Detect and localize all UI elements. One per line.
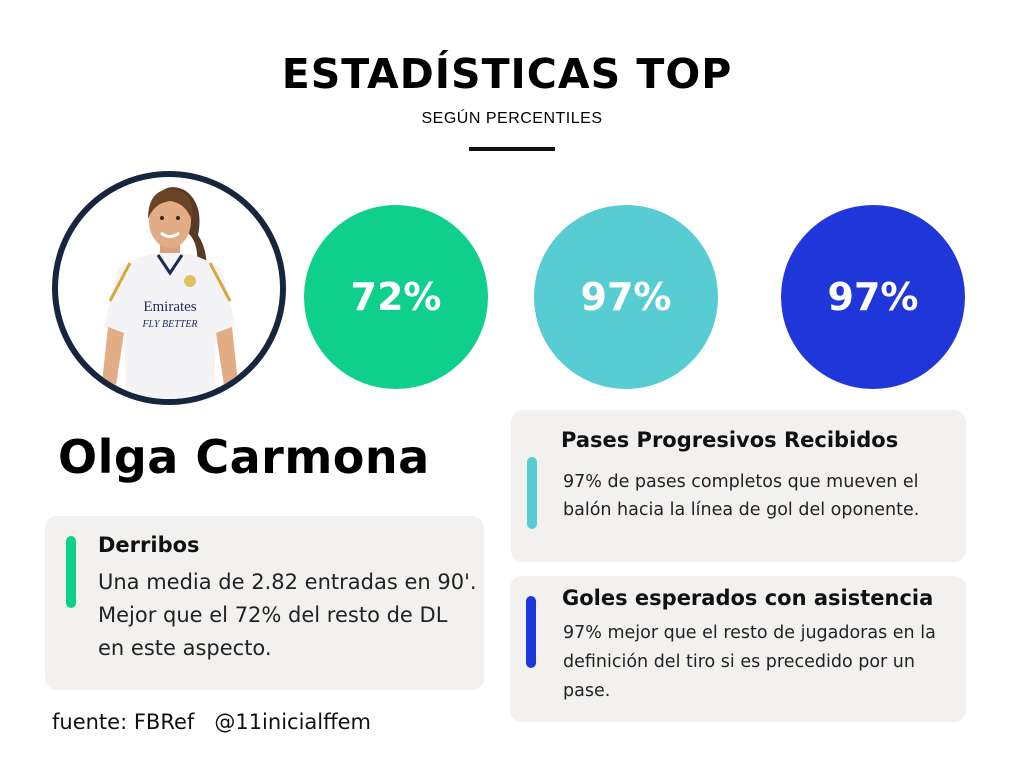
social-handle: @11inicialffem	[214, 710, 371, 734]
stat-description: 97% de pases completos que mueven el bal…	[563, 472, 920, 520]
svg-text:Emirates: Emirates	[143, 299, 196, 315]
stat-heading: Goles esperados con asistencia	[562, 586, 934, 610]
title-divider	[469, 147, 555, 151]
source-credit: fuente: FBRef	[52, 710, 195, 734]
stat-description: Una media de 2.82 entradas en 90'. Mejor…	[98, 570, 477, 660]
stat-heading: Derribos	[98, 533, 200, 557]
player-name: Olga Carmona	[58, 430, 430, 484]
stat-card-pases: Pases Progresivos Recibidos 97% de pases…	[511, 410, 966, 562]
percentile-circle-goles: 97%	[781, 205, 965, 389]
stat-description: 97% mejor que el resto de jugadoras en l…	[563, 623, 936, 701]
player-avatar: Emirates FLY BETTER	[52, 171, 286, 405]
accent-bar	[526, 596, 536, 668]
page-title: ESTADÍSTICAS TOP	[281, 50, 733, 98]
stat-card-derribos: Derribos Una media de 2.82 entradas en 9…	[45, 516, 484, 690]
accent-bar	[66, 536, 76, 608]
percentile-value: 72%	[350, 275, 442, 319]
percentile-circle-pases: 97%	[534, 205, 718, 389]
player-photo: Emirates FLY BETTER	[102, 187, 238, 399]
percentile-circle-derribos: 72%	[304, 205, 488, 389]
stat-card-goles: Goles esperados con asistencia 97% mejor…	[510, 576, 966, 722]
percentile-value: 97%	[827, 275, 919, 319]
footer: fuente: FBRef @11inicialffem	[52, 710, 371, 734]
page-subtitle: SEGÚN PERCENTILES	[421, 110, 603, 127]
accent-bar	[527, 457, 537, 529]
percentile-value: 97%	[580, 275, 672, 319]
svg-text:FLY BETTER: FLY BETTER	[141, 319, 197, 330]
stat-heading: Pases Progresivos Recibidos	[561, 428, 899, 452]
